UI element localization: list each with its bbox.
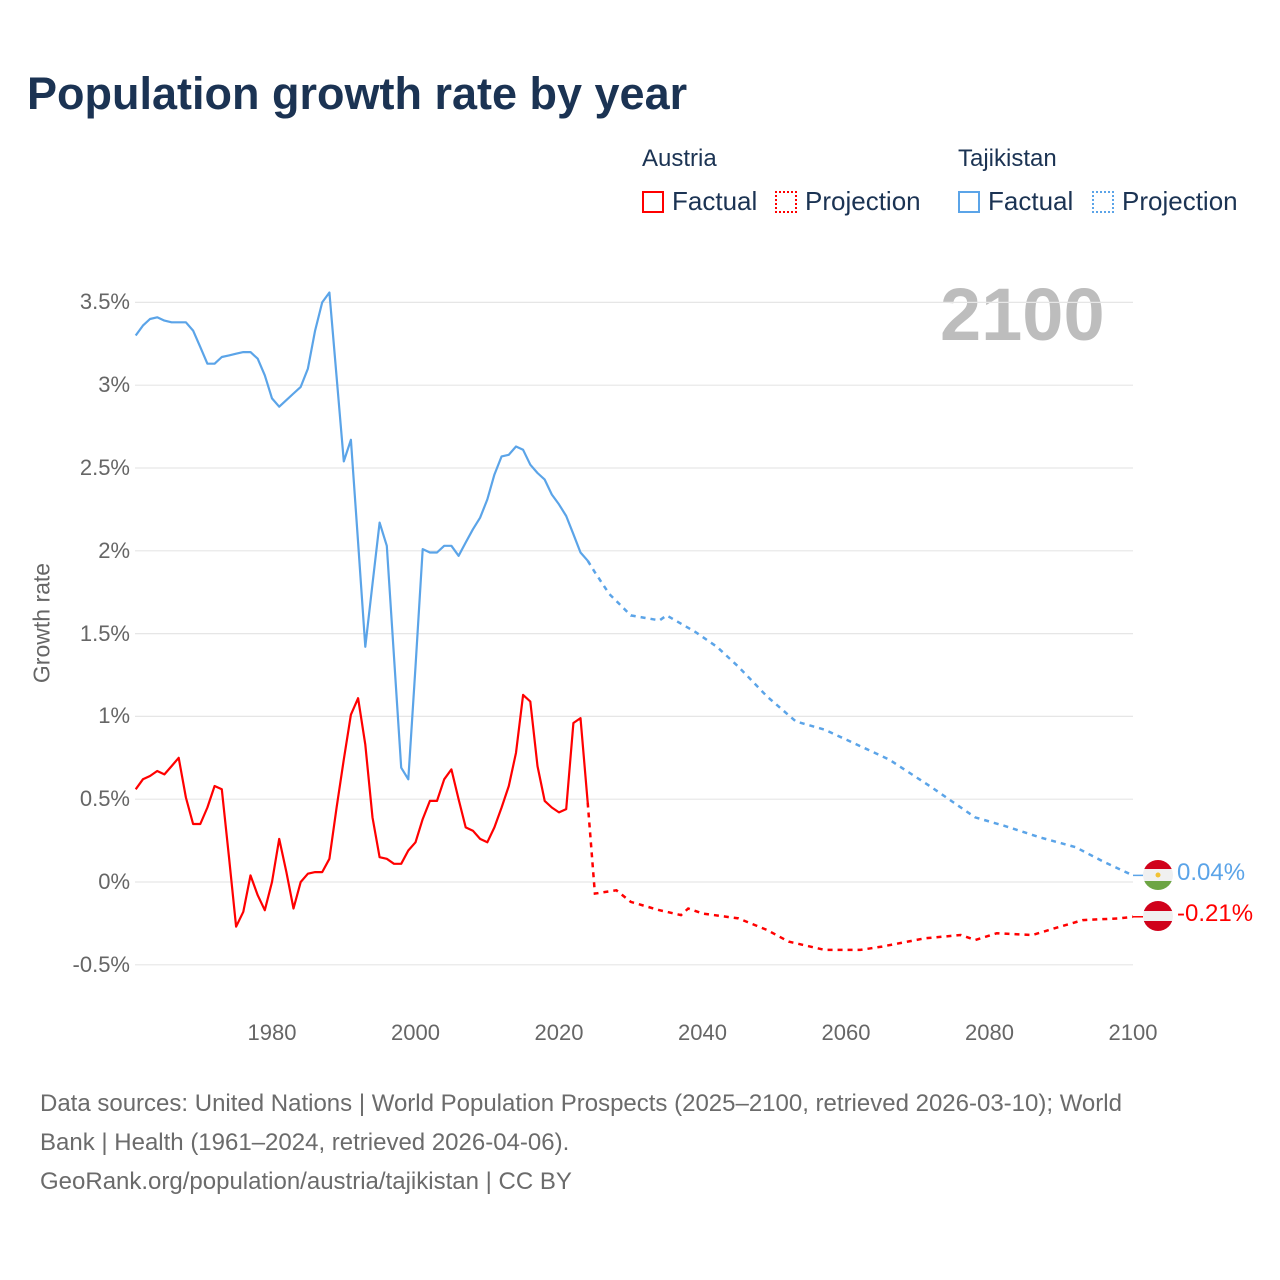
footer-attribution-link[interactable]: GeoRank.org/population/austria/tajikista… bbox=[40, 1168, 572, 1195]
y-tick-label: -0.5% bbox=[72, 951, 130, 977]
y-tick-label: 2% bbox=[98, 537, 130, 563]
y-tick-label: 3.5% bbox=[79, 289, 130, 315]
austria-factual-line[interactable] bbox=[134, 693, 589, 928]
x-tick-label: 2080 bbox=[965, 1020, 1014, 1045]
legend-label: Factual bbox=[988, 186, 1074, 216]
footer-sources-line1: Data sources: United Nations | World Pop… bbox=[40, 1090, 1122, 1117]
austria-end-value: -0.21% bbox=[1177, 900, 1254, 927]
dotted-swatch-icon bbox=[775, 190, 797, 213]
y-tick-label: 0% bbox=[98, 869, 130, 894]
y-tick-label: 2.5% bbox=[79, 455, 130, 480]
legend-label: Projection bbox=[805, 186, 921, 216]
legend-austria-heading: Austria bbox=[642, 145, 717, 172]
x-tick-label: 2000 bbox=[391, 1020, 440, 1045]
solid-swatch-icon bbox=[958, 190, 980, 213]
austria-flag-icon bbox=[1143, 901, 1173, 931]
x-tick-label: 2020 bbox=[534, 1020, 584, 1045]
legend-tajikistan-heading: Tajikistan bbox=[958, 145, 1057, 172]
dotted-swatch-icon bbox=[1092, 190, 1114, 213]
tajikistan-projection-line[interactable] bbox=[586, 560, 1134, 877]
austria-projection-line[interactable] bbox=[586, 802, 1134, 952]
current-year-indicator: 2100 bbox=[940, 273, 1105, 356]
legend-austria-projection[interactable]: Projection bbox=[775, 186, 921, 217]
tajikistan-flag-icon bbox=[1143, 860, 1173, 890]
tajikistan-end-value: 0.04% bbox=[1177, 859, 1246, 886]
solid-swatch-icon bbox=[642, 190, 664, 213]
legend-tajikistan-projection[interactable]: Projection bbox=[1092, 186, 1238, 217]
legend-label: Projection bbox=[1122, 186, 1238, 216]
y-tick-label: 0.5% bbox=[79, 786, 130, 812]
tajikistan-factual-line[interactable] bbox=[134, 291, 589, 781]
series-lines bbox=[134, 291, 1143, 952]
y-tick-label: 1.5% bbox=[79, 620, 130, 646]
y-tick-label: 1% bbox=[98, 703, 130, 729]
footer-sources-line2: Bank | Health (1961–2024, retrieved 2026… bbox=[40, 1129, 570, 1156]
legend-label: Factual bbox=[672, 186, 758, 216]
chart-title: Population growth rate by year bbox=[27, 68, 688, 119]
x-tick-label: 2100 bbox=[1108, 1020, 1158, 1045]
x-tick-label: 1980 bbox=[247, 1020, 297, 1045]
y-tick-label: 3% bbox=[98, 372, 130, 398]
legend-austria-factual[interactable]: Factual bbox=[642, 186, 757, 217]
x-tick-label: 2060 bbox=[821, 1020, 871, 1045]
gridlines bbox=[135, 301, 1133, 966]
x-tick-label: 2040 bbox=[678, 1020, 727, 1045]
legend-tajikistan-factual[interactable]: Factual bbox=[958, 186, 1073, 217]
